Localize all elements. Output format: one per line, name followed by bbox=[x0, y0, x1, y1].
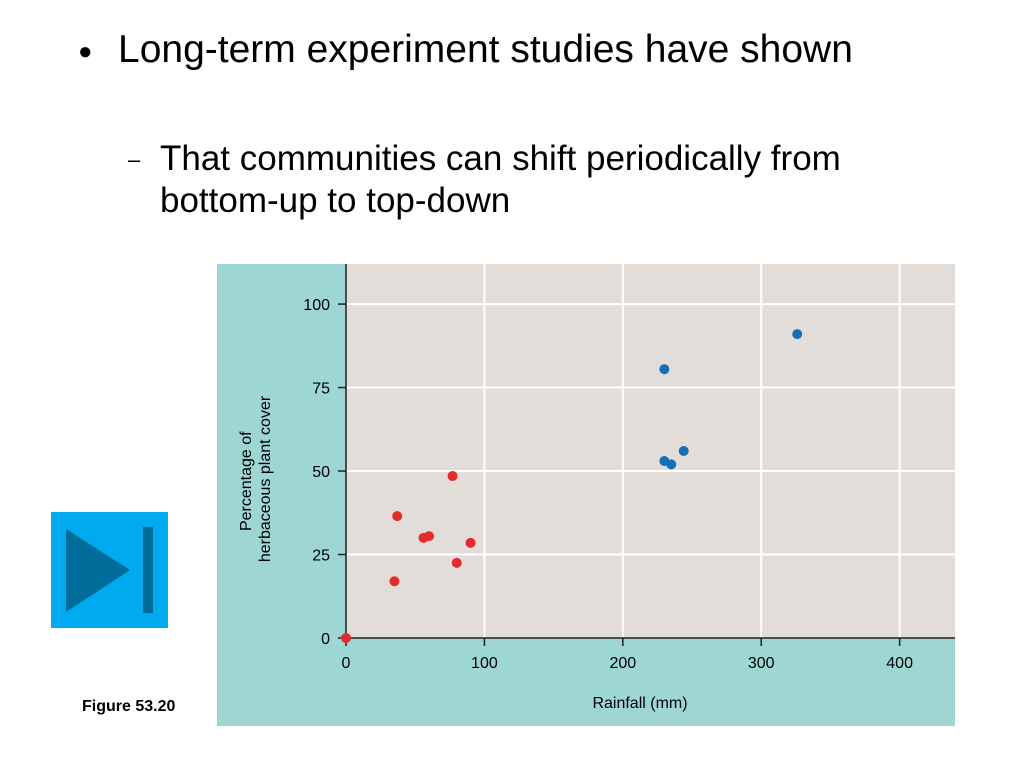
data-point bbox=[666, 459, 677, 470]
figure-label: Figure 53.20 bbox=[82, 698, 176, 715]
y-axis-label-line-2: herbaceous plant cover bbox=[257, 395, 274, 562]
data-points bbox=[341, 329, 803, 643]
y-tick-label: 25 bbox=[312, 548, 330, 565]
x-axis-label: Rainfall (mm) bbox=[592, 695, 687, 712]
data-point bbox=[678, 446, 689, 456]
data-point bbox=[392, 511, 403, 522]
x-tick-label: 200 bbox=[609, 655, 636, 672]
data-point bbox=[447, 471, 458, 482]
tick-labels: 0 25 50 75 100 0 100 200 300 400 bbox=[303, 297, 913, 672]
y-axis-label: Percentage of herbaceous plant cover bbox=[238, 395, 274, 562]
x-tick-label: 300 bbox=[748, 655, 775, 672]
gridlines bbox=[346, 264, 955, 638]
bullet-text: Long-term experiment studies have shown bbox=[118, 28, 853, 71]
y-tick-label: 50 bbox=[312, 464, 330, 481]
sub-bullet-text: That communities can shift periodically … bbox=[160, 139, 841, 220]
y-tick-label: 75 bbox=[312, 381, 330, 398]
data-point bbox=[424, 531, 435, 542]
y-axis-label-line-1: Percentage of bbox=[238, 431, 255, 531]
bullet-glyph: ● bbox=[78, 38, 93, 65]
sub-bullet-glyph: – bbox=[128, 147, 141, 172]
data-point bbox=[792, 329, 803, 340]
data-point bbox=[341, 633, 351, 643]
scatter-chart: 0 25 50 75 100 0 100 200 300 400 Rainfall (mm) Pe… bbox=[217, 264, 955, 726]
x-tick-label: 100 bbox=[471, 655, 498, 672]
skip-to-end-icon bbox=[66, 527, 153, 613]
y-tick-label: 100 bbox=[303, 297, 330, 314]
data-point bbox=[659, 364, 670, 375]
data-point bbox=[451, 557, 462, 568]
plot-area bbox=[346, 264, 955, 638]
x-tick-label: 0 bbox=[342, 655, 351, 672]
data-point bbox=[465, 537, 476, 548]
skip-to-end-button[interactable] bbox=[51, 512, 168, 628]
chart-svg: 0 25 50 75 100 0 100 200 300 400 Rainfall (mm) Pe… bbox=[217, 264, 955, 726]
x-tick-label: 400 bbox=[886, 655, 913, 672]
data-point bbox=[389, 576, 400, 587]
y-tick-label: 0 bbox=[321, 631, 330, 648]
